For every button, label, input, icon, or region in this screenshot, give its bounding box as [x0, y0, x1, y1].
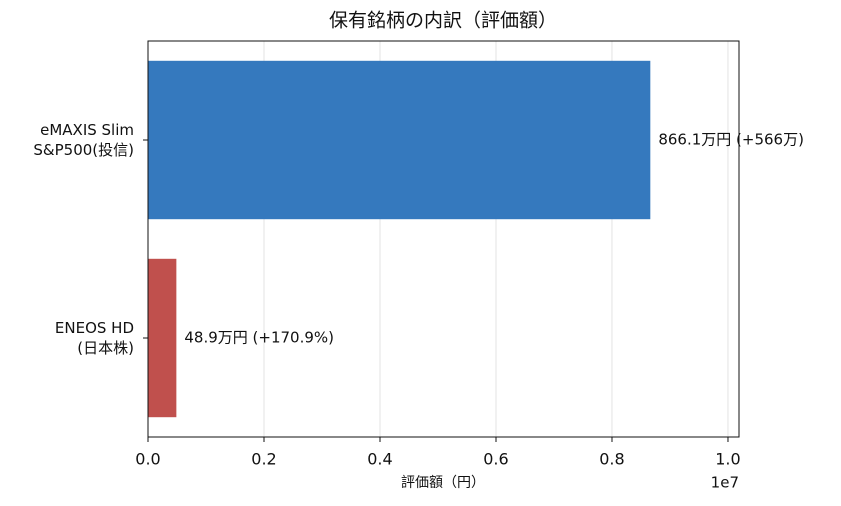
x-tick-label: 1.0 [715, 450, 740, 469]
y-tick-label: eMAXIS Slim S&P500(投信) [33, 121, 134, 159]
x-axis-label: 評価額（円） [401, 475, 485, 491]
x-tick-label: 0.8 [599, 450, 624, 469]
x-tick-label: 0.6 [483, 450, 508, 469]
chart-title: 保有銘柄の内訳（評価額） [329, 10, 557, 32]
x-tick-label: 0.2 [251, 450, 276, 469]
bar [148, 258, 177, 418]
value-label: 866.1万円 (+566万) [658, 131, 804, 149]
x-tick-label: 0.0 [135, 450, 160, 469]
x-offset-label: 1e7 [711, 474, 739, 492]
plot-frame [147, 40, 740, 438]
value-label: 48.9万円 (+170.9%) [184, 329, 334, 347]
bar [148, 60, 651, 220]
y-tick-label: ENEOS HD (日本株) [54, 319, 134, 357]
x-tick-label: 0.4 [367, 450, 392, 469]
